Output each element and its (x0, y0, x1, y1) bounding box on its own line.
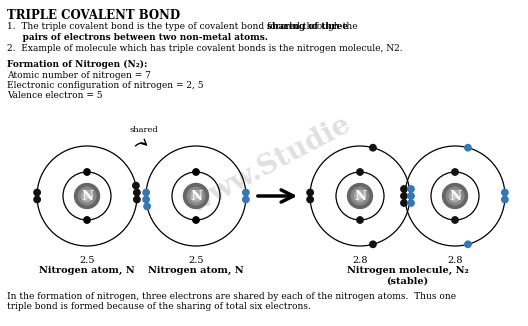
Text: Nitrogen molecule, N₂: Nitrogen molecule, N₂ (346, 266, 468, 275)
Text: TRIPLE COVALENT BOND: TRIPLE COVALENT BOND (7, 9, 180, 22)
Circle shape (401, 200, 407, 206)
Circle shape (408, 193, 414, 199)
Text: 1.  The triple covalent bond is the type of covalent bond formed through the: 1. The triple covalent bond is the type … (7, 22, 361, 31)
Text: Nitrogen atom, N: Nitrogen atom, N (148, 266, 244, 275)
Text: Valence electron = 5: Valence electron = 5 (7, 91, 102, 100)
Circle shape (465, 144, 471, 151)
Circle shape (307, 189, 313, 196)
Circle shape (84, 169, 90, 175)
Circle shape (408, 186, 414, 192)
Circle shape (143, 189, 149, 196)
Text: 2.8: 2.8 (352, 256, 367, 265)
Text: 2.  Example of molecule which has triple covalent bonds is the nitrogen molecule: 2. Example of molecule which has triple … (7, 44, 403, 53)
Circle shape (401, 186, 407, 192)
Circle shape (307, 196, 313, 203)
Text: Formation of Nitrogen (N₂):: Formation of Nitrogen (N₂): (7, 60, 147, 69)
Text: 2.5: 2.5 (188, 256, 204, 265)
Text: (stable): (stable) (386, 277, 429, 286)
Circle shape (144, 203, 150, 210)
Text: Nitrogen atom, N: Nitrogen atom, N (39, 266, 135, 275)
Circle shape (133, 183, 139, 189)
Circle shape (502, 196, 508, 203)
Circle shape (446, 187, 464, 205)
Text: 2.5: 2.5 (79, 256, 95, 265)
Circle shape (452, 194, 457, 199)
Circle shape (81, 190, 92, 201)
Circle shape (193, 169, 199, 175)
Text: sharing of three: sharing of three (267, 22, 348, 31)
Circle shape (354, 190, 365, 201)
Text: Electronic configuration of nitrogen = 2, 5: Electronic configuration of nitrogen = 2… (7, 81, 204, 90)
Text: 2.8: 2.8 (447, 256, 463, 265)
Circle shape (442, 184, 467, 209)
Circle shape (187, 187, 205, 205)
Circle shape (243, 196, 249, 203)
Text: In the formation of nitrogen, three electrons are shared by each of the nitrogen: In the formation of nitrogen, three elec… (7, 292, 456, 311)
Circle shape (502, 189, 508, 196)
Text: www.Studie: www.Studie (184, 111, 355, 219)
Circle shape (465, 241, 471, 247)
Circle shape (408, 200, 414, 206)
Circle shape (184, 184, 209, 209)
Circle shape (134, 189, 140, 196)
Circle shape (243, 189, 249, 196)
Text: shared: shared (129, 126, 158, 134)
Circle shape (34, 189, 40, 196)
Circle shape (347, 184, 372, 209)
Circle shape (84, 217, 90, 223)
Circle shape (370, 144, 376, 151)
Circle shape (193, 194, 199, 199)
Circle shape (351, 187, 369, 205)
Text: N: N (449, 189, 461, 202)
Circle shape (78, 187, 96, 205)
Circle shape (357, 194, 363, 199)
Circle shape (452, 217, 458, 223)
Text: N: N (81, 189, 93, 202)
Circle shape (84, 194, 89, 199)
Circle shape (34, 196, 40, 203)
Text: Atomic number of nitrogen = 7: Atomic number of nitrogen = 7 (7, 71, 151, 80)
Circle shape (401, 193, 407, 199)
Text: pairs of electrons between two non-metal atoms.: pairs of electrons between two non-metal… (7, 33, 268, 42)
Circle shape (370, 241, 376, 247)
Circle shape (191, 190, 202, 201)
Circle shape (452, 169, 458, 175)
Circle shape (74, 184, 99, 209)
Circle shape (193, 217, 199, 223)
Circle shape (134, 196, 140, 203)
Circle shape (357, 169, 363, 175)
Circle shape (143, 196, 149, 203)
Text: N: N (354, 189, 366, 202)
Circle shape (357, 217, 363, 223)
Text: N: N (190, 189, 202, 202)
Circle shape (449, 190, 460, 201)
